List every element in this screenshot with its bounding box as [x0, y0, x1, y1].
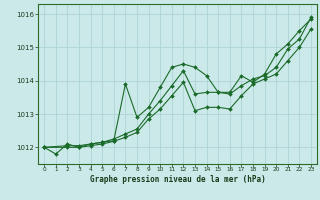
- X-axis label: Graphe pression niveau de la mer (hPa): Graphe pression niveau de la mer (hPa): [90, 175, 266, 184]
